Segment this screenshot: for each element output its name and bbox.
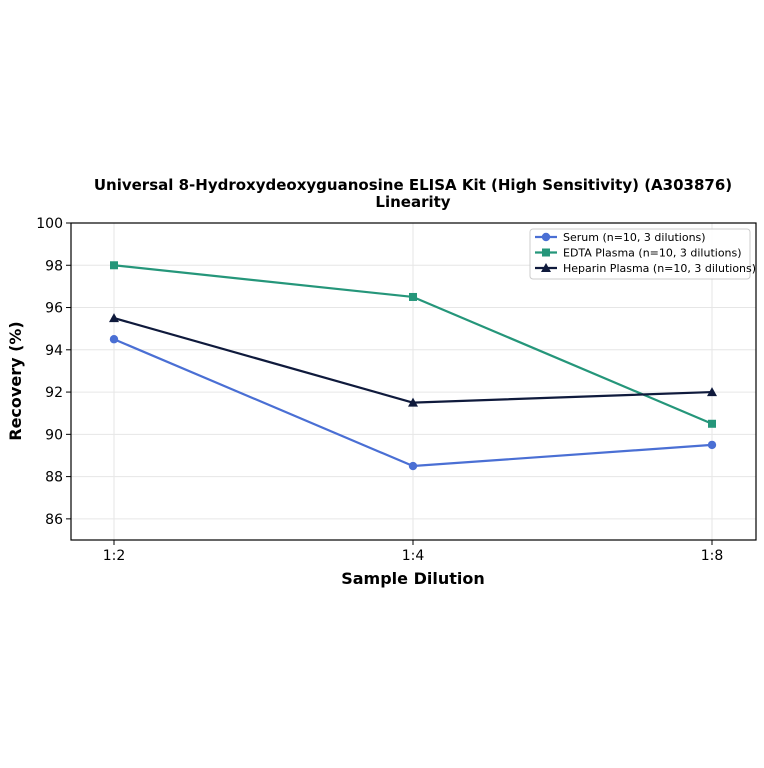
data-point xyxy=(110,261,118,270)
y-tick-label: 98 xyxy=(45,258,63,274)
series-3 xyxy=(109,313,717,407)
legend-marker xyxy=(541,232,551,242)
data-point xyxy=(109,335,119,344)
legend-label: EDTA Plasma (n=10, 3 dilutions) xyxy=(563,247,742,260)
data-point xyxy=(408,461,418,471)
legend: Serum (n=10, 3 dilutions) EDTA Plasma (n=… xyxy=(529,228,756,280)
legend-label: Heparin Plasma (n=10, 3 dilutions) xyxy=(563,262,756,275)
x-tick-label: 1:2 xyxy=(103,548,126,564)
x-tick-label: 1:4 xyxy=(402,548,425,564)
y-tick-label: 90 xyxy=(45,427,63,443)
y-axis-label: Recovery (%) xyxy=(6,321,25,440)
series-group xyxy=(109,261,717,471)
y-tick-label: 86 xyxy=(45,512,63,528)
chart-subtitle: Linearity xyxy=(375,193,450,211)
data-point xyxy=(409,292,417,301)
y-tick-label: 100 xyxy=(36,216,63,232)
x-tick-label: 1:8 xyxy=(701,548,724,564)
y-axis: 86 88 90 92 94 96 98 100 xyxy=(36,216,71,528)
y-tick-label: 94 xyxy=(45,343,63,359)
y-tick-label: 96 xyxy=(45,301,63,317)
legend-entry: Serum (n=10, 3 dilutions) xyxy=(535,231,706,244)
data-point xyxy=(708,419,716,428)
chart-title: Universal 8-Hydroxydeoxyguanosine ELISA … xyxy=(94,176,732,194)
legend-label: Serum (n=10, 3 dilutions) xyxy=(563,231,706,244)
data-point xyxy=(707,387,717,397)
y-tick-label: 88 xyxy=(45,470,63,486)
data-point xyxy=(109,313,119,323)
data-point xyxy=(408,397,418,407)
x-axis-label: Sample Dilution xyxy=(341,569,485,588)
series-2 xyxy=(110,261,716,428)
legend-marker xyxy=(541,263,551,272)
legend-entry: Heparin Plasma (n=10, 3 dilutions) xyxy=(535,262,756,275)
legend-box xyxy=(529,228,751,280)
y-tick-label: 92 xyxy=(45,385,63,401)
x-axis: 1:2 1:4 1:8 xyxy=(103,540,724,564)
legend-entry: EDTA Plasma (n=10, 3 dilutions) xyxy=(535,247,742,260)
legend-marker xyxy=(542,248,550,257)
series-1 xyxy=(109,335,717,471)
data-point xyxy=(707,440,717,450)
